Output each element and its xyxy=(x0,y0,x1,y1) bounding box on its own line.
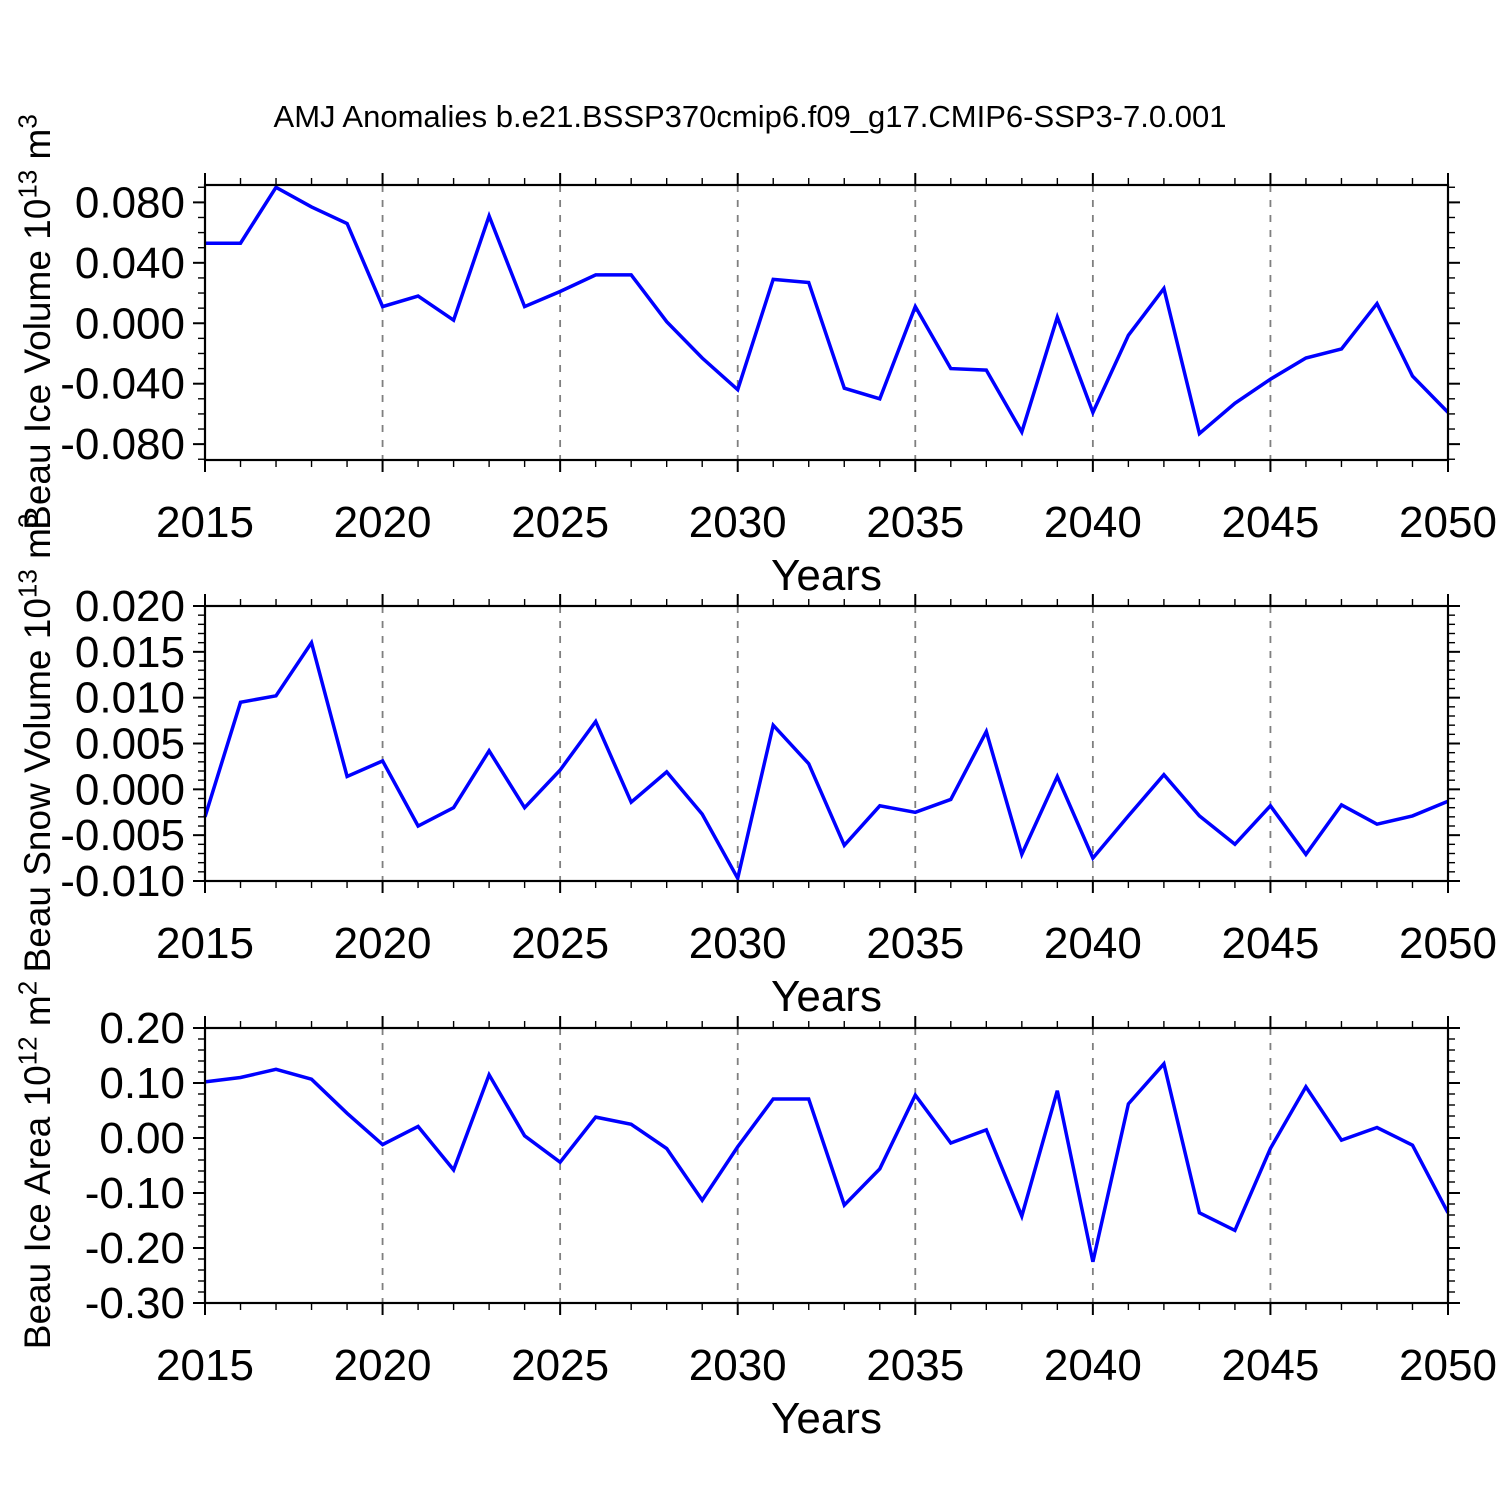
data-line-beau-ice-area xyxy=(204,1060,1450,1263)
y-tick-label: 0.000 xyxy=(75,765,185,814)
x-tick-label: 2030 xyxy=(689,919,787,968)
y-tick-label: 0.20 xyxy=(99,1004,185,1053)
panel-beau-ice-area: 2015 2020 2025 2030 2035 2040 2045 2050 0.20 0.10… xyxy=(85,1004,1497,1443)
x-tick-label: 2020 xyxy=(334,498,432,547)
panel-beau-ice-volume: 2015 2020 2025 2030 2035 2040 2045 2050 0.080 0.0… xyxy=(60,173,1497,600)
x-axis-title: Years xyxy=(771,1394,882,1443)
plot-border xyxy=(203,1026,1450,1305)
x-axis-title: Years xyxy=(771,972,882,1021)
y-tick-label: 0.10 xyxy=(99,1059,185,1108)
y-tick-label: 0.080 xyxy=(75,178,185,227)
x-tick-label: 2020 xyxy=(334,1341,432,1390)
y-tick-label: 0.000 xyxy=(75,299,185,348)
y-tick-label: -0.010 xyxy=(60,857,185,906)
y-tick-label: 0.00 xyxy=(99,1114,185,1163)
y-tick-label: -0.30 xyxy=(85,1279,185,1328)
y-tick-label: 0.040 xyxy=(75,239,185,288)
x-tick-label: 2040 xyxy=(1044,1341,1142,1390)
x-tick-label: 2015 xyxy=(156,919,254,968)
x-tick-label: 2030 xyxy=(689,498,787,547)
x-tick-label: 2025 xyxy=(511,498,609,547)
x-tick-label: 2035 xyxy=(866,498,964,547)
x-tick-label: 2050 xyxy=(1399,498,1497,547)
x-tick-label: 2050 xyxy=(1399,919,1497,968)
y-tick-label: 0.020 xyxy=(75,582,185,631)
y-tick-label: -0.20 xyxy=(85,1224,185,1273)
panel-beau-snow-volume: 2015 2020 2025 2030 2035 2040 2045 20500.0200.0… xyxy=(60,582,1497,1021)
y-tick-label: 0.010 xyxy=(75,674,185,723)
x-tick-label: 2040 xyxy=(1044,498,1142,547)
y-tick-label: -0.005 xyxy=(60,811,185,860)
x-tick-label: 2045 xyxy=(1221,919,1319,968)
data-line-beau-snow-volume xyxy=(203,638,1449,884)
plot-border xyxy=(203,604,1450,883)
x-tick-label: 2020 xyxy=(334,919,432,968)
x-tick-label: 2040 xyxy=(1044,919,1142,968)
y-tick-label: 0.015 xyxy=(75,628,185,677)
x-tick-label: 2035 xyxy=(866,1341,964,1390)
x-tick-label: 2050 xyxy=(1399,1341,1497,1390)
x-tick-label: 2015 xyxy=(156,1341,254,1390)
x-tick-label: 2030 xyxy=(689,1341,787,1390)
plot-border xyxy=(203,183,1450,462)
x-tick-label: 2035 xyxy=(866,919,964,968)
x-tick-label: 2045 xyxy=(1221,1341,1319,1390)
x-tick-label: 2045 xyxy=(1221,498,1319,547)
y-tick-label: 0.005 xyxy=(75,720,185,769)
x-axis-title: Years xyxy=(771,551,882,600)
data-line-beau-ice-volume xyxy=(205,184,1450,437)
y-tick-label: -0.080 xyxy=(60,420,185,469)
y-tick-label: -0.040 xyxy=(60,360,185,409)
chart-title: AMJ Anomalies b.e21.BSSP370cmip6.f09_g17… xyxy=(273,99,1227,134)
x-tick-label: 2025 xyxy=(511,919,609,968)
y-tick-label: -0.10 xyxy=(85,1169,185,1218)
x-tick-label: 2025 xyxy=(511,1341,609,1390)
x-tick-label: 2015 xyxy=(156,498,254,547)
